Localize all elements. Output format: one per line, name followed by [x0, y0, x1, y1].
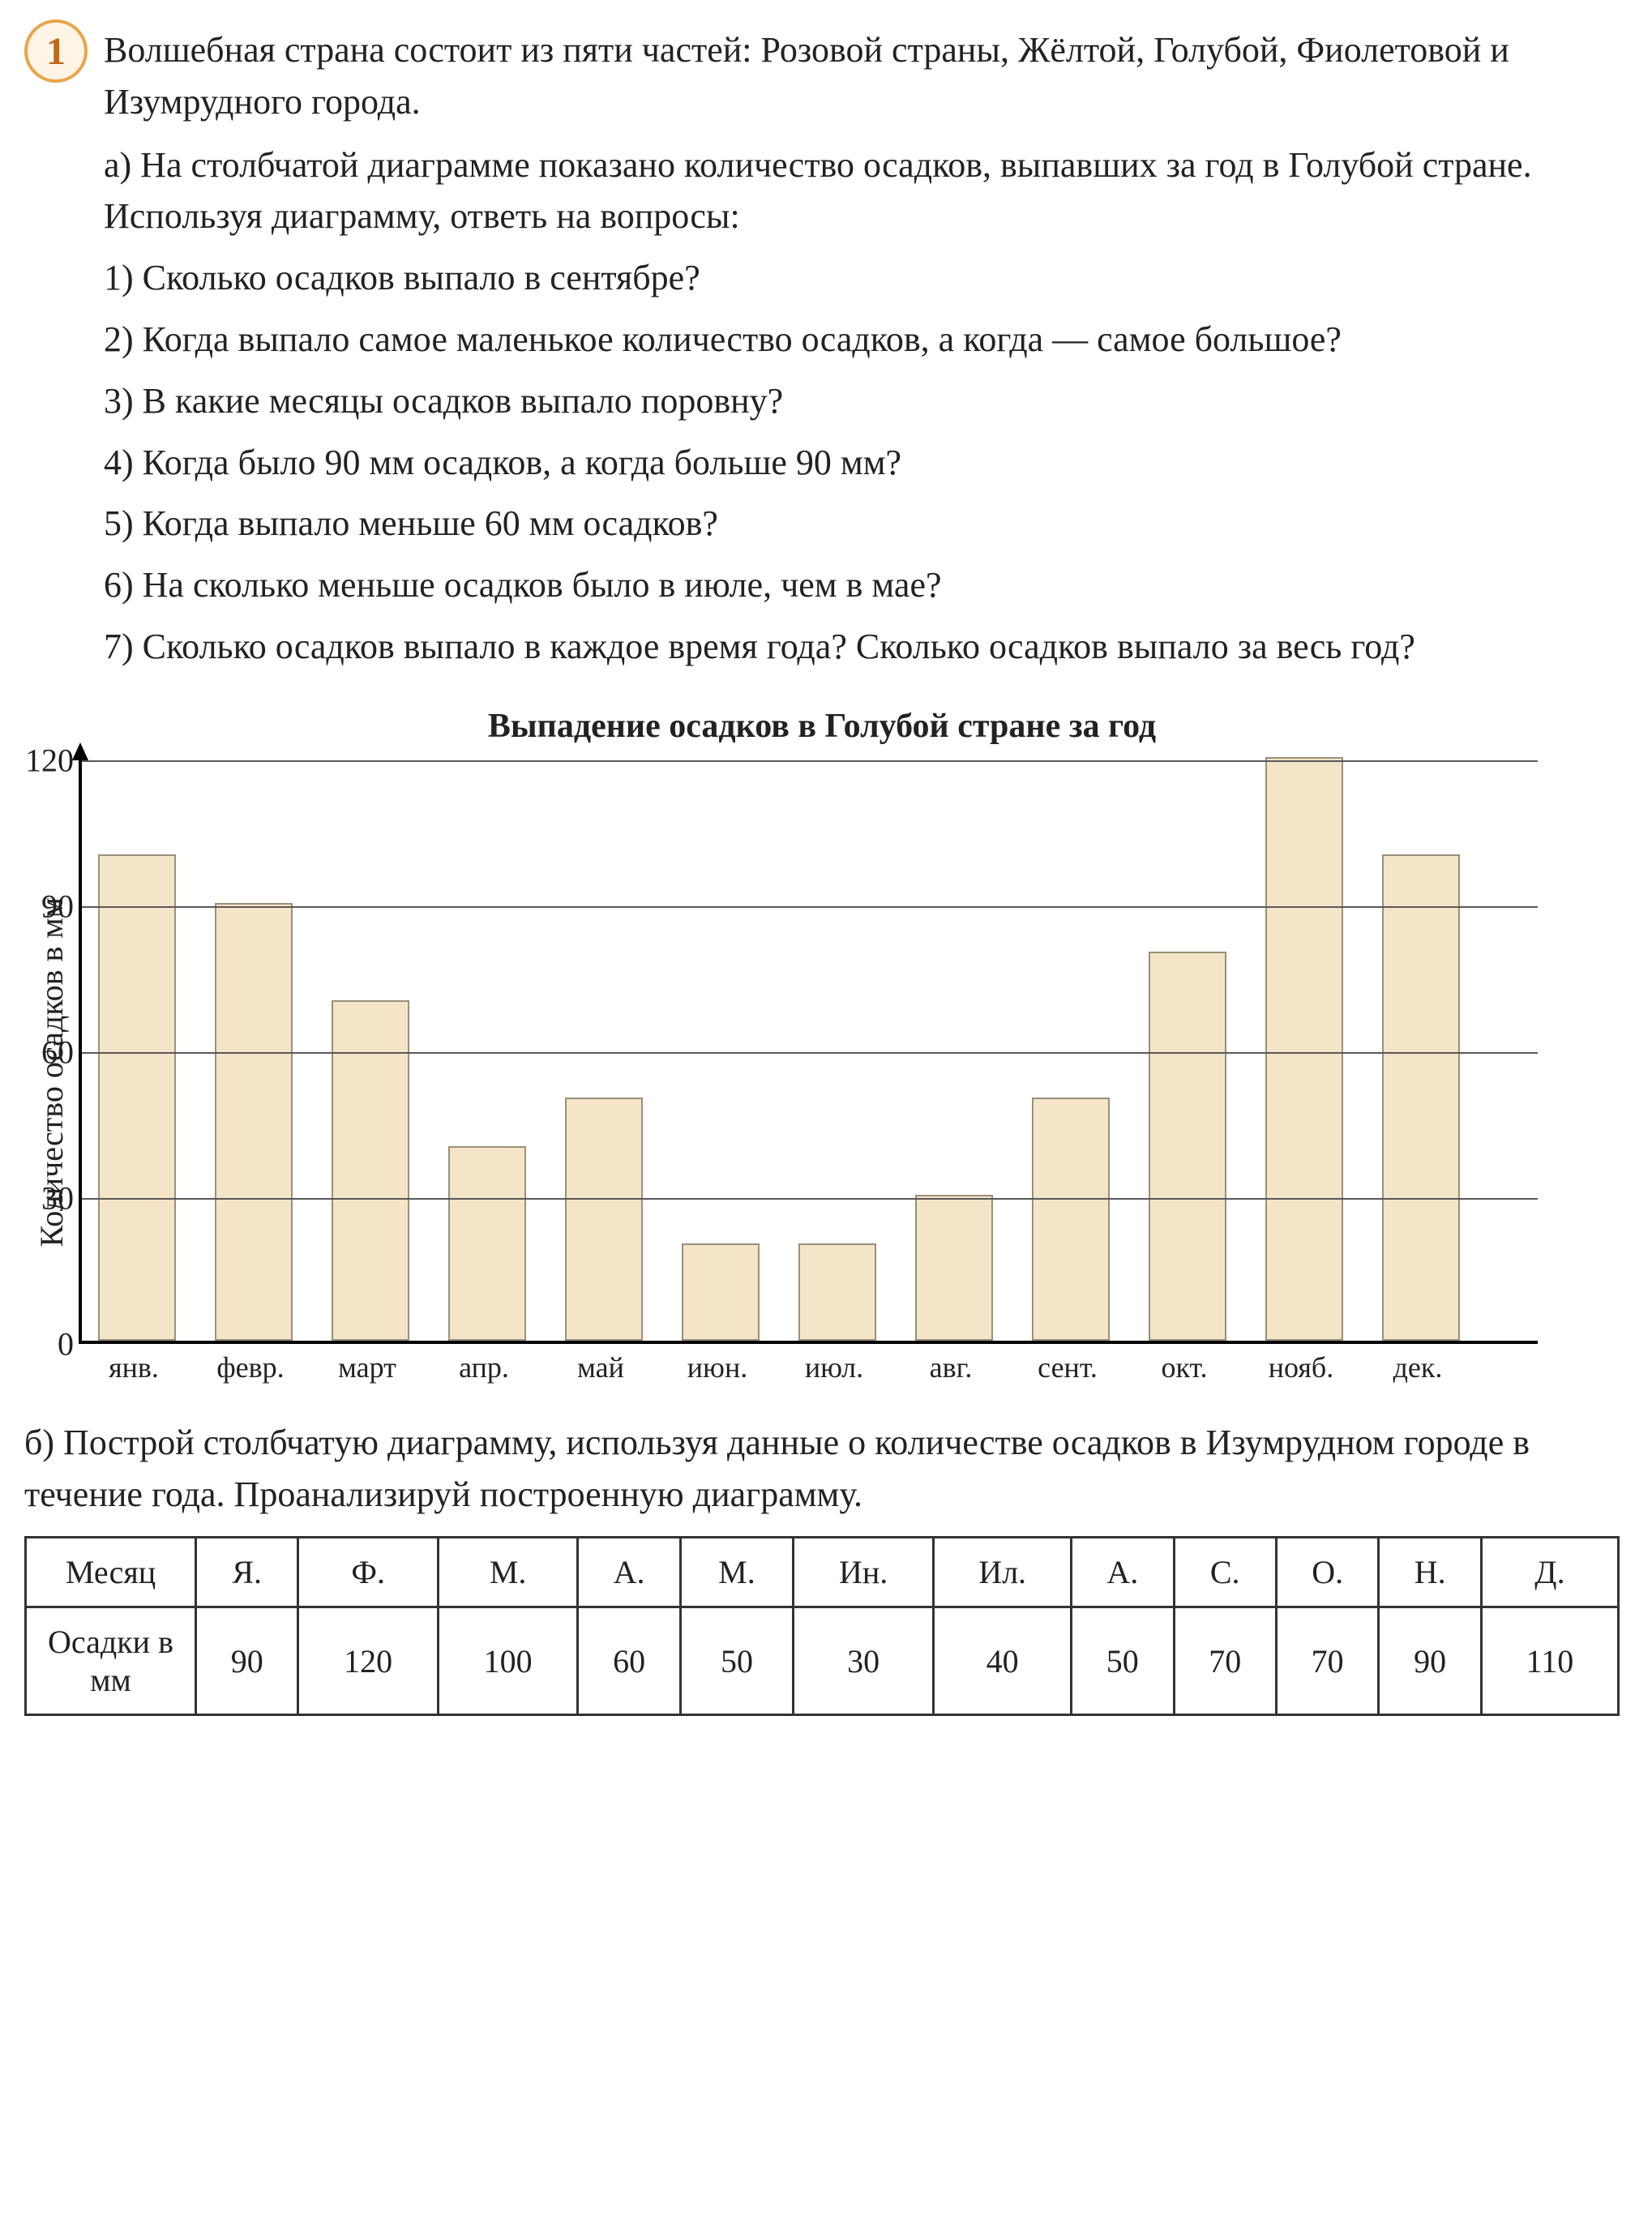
- table-cell-month: Ф.: [298, 1538, 438, 1607]
- chart-xlabel: авг.: [912, 1350, 990, 1384]
- data-table: Месяц Я.Ф.М.А.М.Ин.Ил.А.С.О.Н.Д. Осадки …: [24, 1536, 1620, 1716]
- table-cell-value: 50: [680, 1607, 793, 1715]
- question-6: 6) На сколько меньше осадков было в июле…: [104, 559, 1620, 611]
- question-7: 7) Сколько осадков выпало в каждое время…: [104, 621, 1620, 673]
- table-cell-value: 50: [1072, 1607, 1174, 1715]
- chart-xlabel: февр.: [212, 1350, 289, 1384]
- chart-ytick-label: 90: [9, 887, 74, 925]
- chart-plot-area: 0306090120: [79, 760, 1538, 1344]
- chart-xlabel: май: [562, 1350, 640, 1384]
- table-cell-month: М.: [438, 1538, 577, 1607]
- chart-gridline: [82, 760, 1538, 762]
- chart-bar: [98, 854, 176, 1341]
- chart-bar: [1382, 854, 1460, 1341]
- part-b-text: б) Построй столбчатую диаграмму, использ…: [24, 1417, 1620, 1521]
- chart-xlabel: июн.: [678, 1350, 756, 1384]
- chart-xlabel: нояб.: [1262, 1350, 1340, 1384]
- chart-ytick-label: 30: [9, 1179, 74, 1217]
- table-cell-value: 60: [578, 1607, 680, 1715]
- table-cell-month: О.: [1276, 1538, 1378, 1607]
- question-1: 1) Сколько осадков выпало в сентябре?: [104, 252, 1620, 304]
- chart-xlabel: июл.: [795, 1350, 873, 1384]
- chart-bar: [448, 1146, 526, 1341]
- table-cell-month: Ил.: [934, 1538, 1072, 1607]
- bar-chart: Количество осадков в мм 0306090120 янв.ф…: [32, 760, 1620, 1384]
- intro-text: Волшебная страна состоит из пяти частей:…: [104, 24, 1620, 128]
- chart-bar: [1149, 952, 1226, 1341]
- chart-xlabel: окт.: [1145, 1350, 1223, 1384]
- table-cell-month: С.: [1174, 1538, 1276, 1607]
- table-cell-value: 110: [1481, 1607, 1618, 1715]
- chart-gridline: [82, 906, 1538, 908]
- table-cell-month: Ин.: [794, 1538, 934, 1607]
- chart-bar: [215, 903, 293, 1341]
- question-5: 5) Когда выпало меньше 60 мм осадков?: [104, 498, 1620, 550]
- table-cell-value: 70: [1276, 1607, 1378, 1715]
- chart-bar: [565, 1098, 643, 1341]
- table-cell-month: А.: [578, 1538, 680, 1607]
- chart-bar: [798, 1243, 876, 1341]
- table-cell-value: 120: [298, 1607, 438, 1715]
- table-cell-month: Д.: [1481, 1538, 1618, 1607]
- chart-xlabel: март: [328, 1350, 406, 1384]
- chart-bar: [1032, 1098, 1110, 1341]
- chart-bar: [332, 1000, 409, 1341]
- table-row-header-values: Осадки в мм: [26, 1607, 196, 1715]
- question-2: 2) Когда выпало самое маленькое количест…: [104, 314, 1620, 366]
- chart-bar: [915, 1195, 993, 1341]
- chart-ytick-label: 0: [9, 1324, 74, 1363]
- chart-xlabel: дек.: [1379, 1350, 1457, 1384]
- table-cell-value: 40: [934, 1607, 1072, 1715]
- table-cell-month: А.: [1072, 1538, 1174, 1607]
- chart-gridline: [82, 1198, 1538, 1200]
- chart-bar: [1265, 757, 1343, 1341]
- chart-ytick-label: 120: [9, 741, 74, 779]
- chart-xlabels: янв. февр. март апр. май июн. июл. авг. сент. окт…: [79, 1344, 1538, 1384]
- table-cell-month: Я.: [196, 1538, 298, 1607]
- chart-xlabel: сент.: [1029, 1350, 1106, 1384]
- task-number-badge: 1: [24, 19, 88, 83]
- table-cell-value: 30: [794, 1607, 934, 1715]
- table-cell-value: 70: [1174, 1607, 1276, 1715]
- chart-bar: [682, 1243, 760, 1341]
- chart-ytick-label: 60: [9, 1033, 74, 1071]
- chart-xlabel: янв.: [95, 1350, 173, 1384]
- chart-gridline: [82, 1052, 1538, 1054]
- chart-xlabel: апр.: [445, 1350, 523, 1384]
- chart-title: Выпадение осадков в Голубой стране за го…: [24, 707, 1620, 746]
- table-cell-month: Н.: [1379, 1538, 1481, 1607]
- part-a-text: а) На столбчатой диаграмме показано коли…: [104, 139, 1620, 243]
- table-row-header-month: Месяц: [26, 1538, 196, 1607]
- question-4: 4) Когда было 90 мм осадков, а когда бол…: [104, 437, 1620, 489]
- question-3: 3) В какие месяцы осадков выпало поровну…: [104, 375, 1620, 427]
- table-cell-value: 90: [196, 1607, 298, 1715]
- table-cell-value: 100: [438, 1607, 577, 1715]
- table-cell-month: М.: [680, 1538, 793, 1607]
- table-cell-value: 90: [1379, 1607, 1481, 1715]
